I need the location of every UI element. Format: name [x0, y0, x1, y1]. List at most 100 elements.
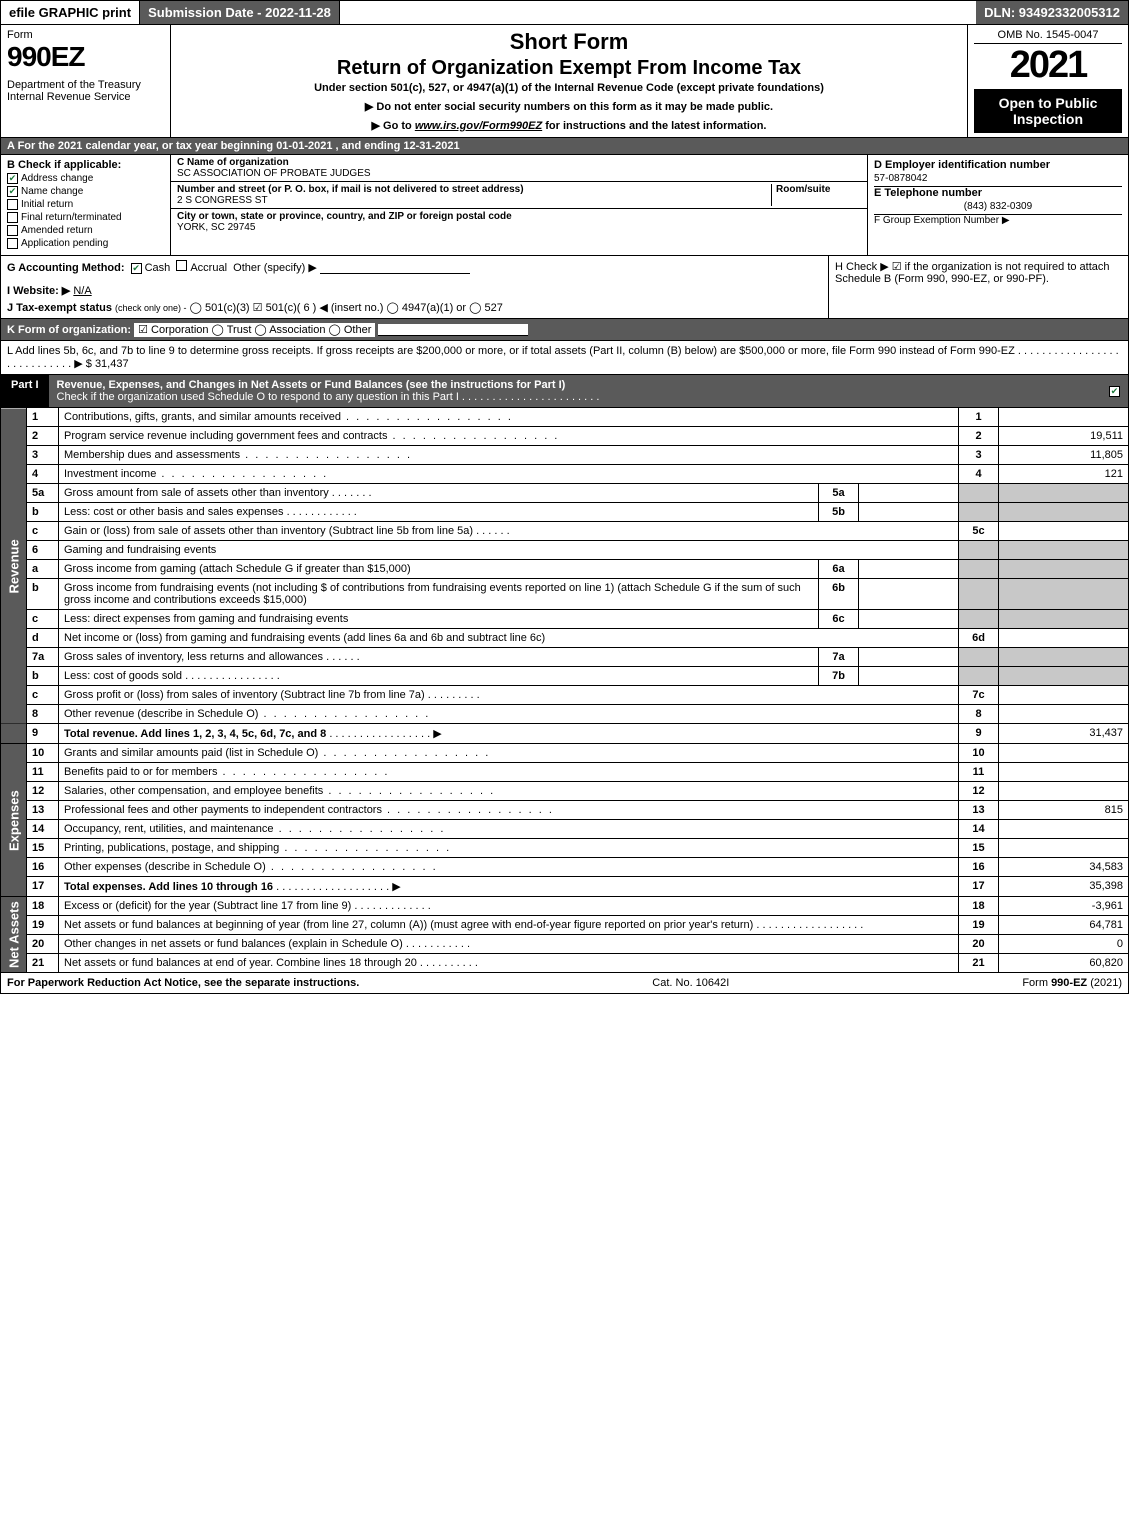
part-1-checkbox-wrap	[1101, 375, 1128, 407]
form-header: Form 990EZ Department of the Treasury In…	[0, 25, 1129, 138]
line-3-amt: 11,805	[999, 446, 1129, 465]
g-label: G Accounting Method:	[7, 262, 125, 274]
line-5c-desc: Gain or (loss) from sale of assets other…	[64, 525, 473, 537]
line-5c-num: 5c	[959, 522, 999, 541]
line-14-amt	[999, 820, 1129, 839]
tel-label: E Telephone number	[874, 187, 1122, 199]
line-15-amt	[999, 839, 1129, 858]
ein-value: 57-0878042	[874, 171, 1122, 187]
line-7a-desc: Gross sales of inventory, less returns a…	[64, 651, 323, 663]
line-6c-amtcol	[999, 610, 1129, 629]
line-7b-amtcol	[999, 667, 1129, 686]
line-1-num: 1	[959, 408, 999, 427]
j-sub: (check only one) -	[115, 303, 187, 313]
checkbox-amended-return[interactable]	[7, 225, 18, 236]
line-11-num: 11	[959, 763, 999, 782]
line-21-no: 21	[27, 954, 59, 973]
line-13-amt: 815	[999, 801, 1129, 820]
line-10-amt	[999, 744, 1129, 763]
column-d: D Employer identification number 57-0878…	[868, 155, 1128, 255]
line-19-amt: 64,781	[999, 916, 1129, 935]
j-label: J Tax-exempt status	[7, 302, 112, 314]
line-4-num: 4	[959, 465, 999, 484]
department-text: Department of the Treasury Internal Reve…	[7, 79, 164, 103]
line-9-amt: 31,437	[999, 724, 1129, 744]
line-18-num: 18	[959, 897, 999, 916]
irs-link[interactable]: www.irs.gov/Form990EZ	[415, 120, 542, 132]
footer-right: Form 990-EZ (2021)	[1022, 977, 1122, 989]
line-6-numcol	[959, 541, 999, 560]
line-1-desc: Contributions, gifts, grants, and simila…	[64, 411, 341, 423]
line-2-num: 2	[959, 427, 999, 446]
checkbox-initial-return[interactable]	[7, 199, 18, 210]
line-8-desc: Other revenue (describe in Schedule O)	[64, 708, 258, 720]
checkbox-cash[interactable]	[131, 263, 142, 274]
line-21-desc: Net assets or fund balances at end of ye…	[64, 957, 417, 969]
checkbox-application-pending[interactable]	[7, 238, 18, 249]
line-10-num: 10	[959, 744, 999, 763]
page-footer: For Paperwork Reduction Act Notice, see …	[0, 973, 1129, 994]
cb-label-2: Initial return	[21, 199, 73, 210]
cb-label-4: Amended return	[21, 225, 93, 236]
line-6d-amt	[999, 629, 1129, 648]
line-6b-amtcol	[999, 579, 1129, 610]
g-cash: Cash	[145, 262, 171, 274]
header-left: Form 990EZ Department of the Treasury In…	[1, 25, 171, 137]
street-label: Number and street (or P. O. box, if mail…	[177, 184, 771, 195]
line-13-no: 13	[27, 801, 59, 820]
line-5c-no: c	[27, 522, 59, 541]
line-6a-val	[859, 560, 959, 579]
line-10-no: 10	[27, 744, 59, 763]
other-specify-blank	[320, 262, 470, 274]
line-7b-sub: 7b	[819, 667, 859, 686]
column-b: B Check if applicable: Address change Na…	[1, 155, 171, 255]
line-5a-desc: Gross amount from sale of assets other t…	[64, 487, 329, 499]
i-label: I Website: ▶	[7, 285, 70, 297]
line-18-desc: Excess or (deficit) for the year (Subtra…	[64, 900, 351, 912]
efile-print-button[interactable]: efile GRAPHIC print	[1, 1, 140, 24]
revenue-side-label: Revenue	[1, 408, 27, 724]
line-7a-sub: 7a	[819, 648, 859, 667]
org-name: SC ASSOCIATION OF PROBATE JUDGES	[177, 168, 861, 179]
line-14-no: 14	[27, 820, 59, 839]
line-6a-desc: Gross income from gaming (attach Schedul…	[59, 560, 819, 579]
subtitle: Under section 501(c), 527, or 4947(a)(1)…	[177, 82, 961, 94]
line-2-amt: 19,511	[999, 427, 1129, 446]
line-1-no: 1	[27, 408, 59, 427]
k-options: ☑ Corporation ◯ Trust ◯ Association ◯ Ot…	[134, 323, 375, 337]
line-19-desc: Net assets or fund balances at beginning…	[64, 919, 753, 931]
line-14-desc: Occupancy, rent, utilities, and maintena…	[64, 823, 274, 835]
net-assets-side-label: Net Assets	[1, 897, 27, 973]
line-2-no: 2	[27, 427, 59, 446]
line-7b-numcol	[959, 667, 999, 686]
checkbox-address-change[interactable]	[7, 173, 18, 184]
group-exemption-label: F Group Exemption Number ▶	[874, 215, 1122, 226]
line-6-desc: Gaming and fundraising events	[59, 541, 959, 560]
row-a-tax-year: A For the 2021 calendar year, or tax yea…	[0, 138, 1129, 155]
tel-value: (843) 832-0309	[874, 199, 1122, 215]
part-1-label: Part I	[1, 375, 49, 407]
line-6a-no: a	[27, 560, 59, 579]
line-6c-numcol	[959, 610, 999, 629]
line-6b-sub: 6b	[819, 579, 859, 610]
line-18-amt: -3,961	[999, 897, 1129, 916]
line-16-desc: Other expenses (describe in Schedule O)	[64, 861, 266, 873]
line-17-desc: Total expenses. Add lines 10 through 16	[64, 881, 273, 893]
part-1-check-line: Check if the organization used Schedule …	[57, 391, 600, 403]
line-4-amt: 121	[999, 465, 1129, 484]
line-11-desc: Benefits paid to or for members	[64, 766, 217, 778]
checkbox-final-return[interactable]	[7, 212, 18, 223]
checkbox-schedule-o[interactable]	[1109, 386, 1120, 397]
checkbox-accrual[interactable]	[176, 260, 187, 271]
checkbox-name-change[interactable]	[7, 186, 18, 197]
line-17-no: 17	[27, 877, 59, 897]
line-3-no: 3	[27, 446, 59, 465]
instruction-1: ▶ Do not enter social security numbers o…	[177, 100, 961, 113]
line-6d-desc: Net income or (loss) from gaming and fun…	[59, 629, 959, 648]
line-9-desc: Total revenue. Add lines 1, 2, 3, 4, 5c,…	[64, 728, 326, 740]
line-11-amt	[999, 763, 1129, 782]
form-word: Form	[7, 29, 164, 41]
j-options: ◯ 501(c)(3) ☑ 501(c)( 6 ) ◀ (insert no.)…	[190, 302, 503, 314]
header-right: OMB No. 1545-0047 2021 Open to Public In…	[968, 25, 1128, 137]
short-form-title: Short Form	[177, 29, 961, 55]
